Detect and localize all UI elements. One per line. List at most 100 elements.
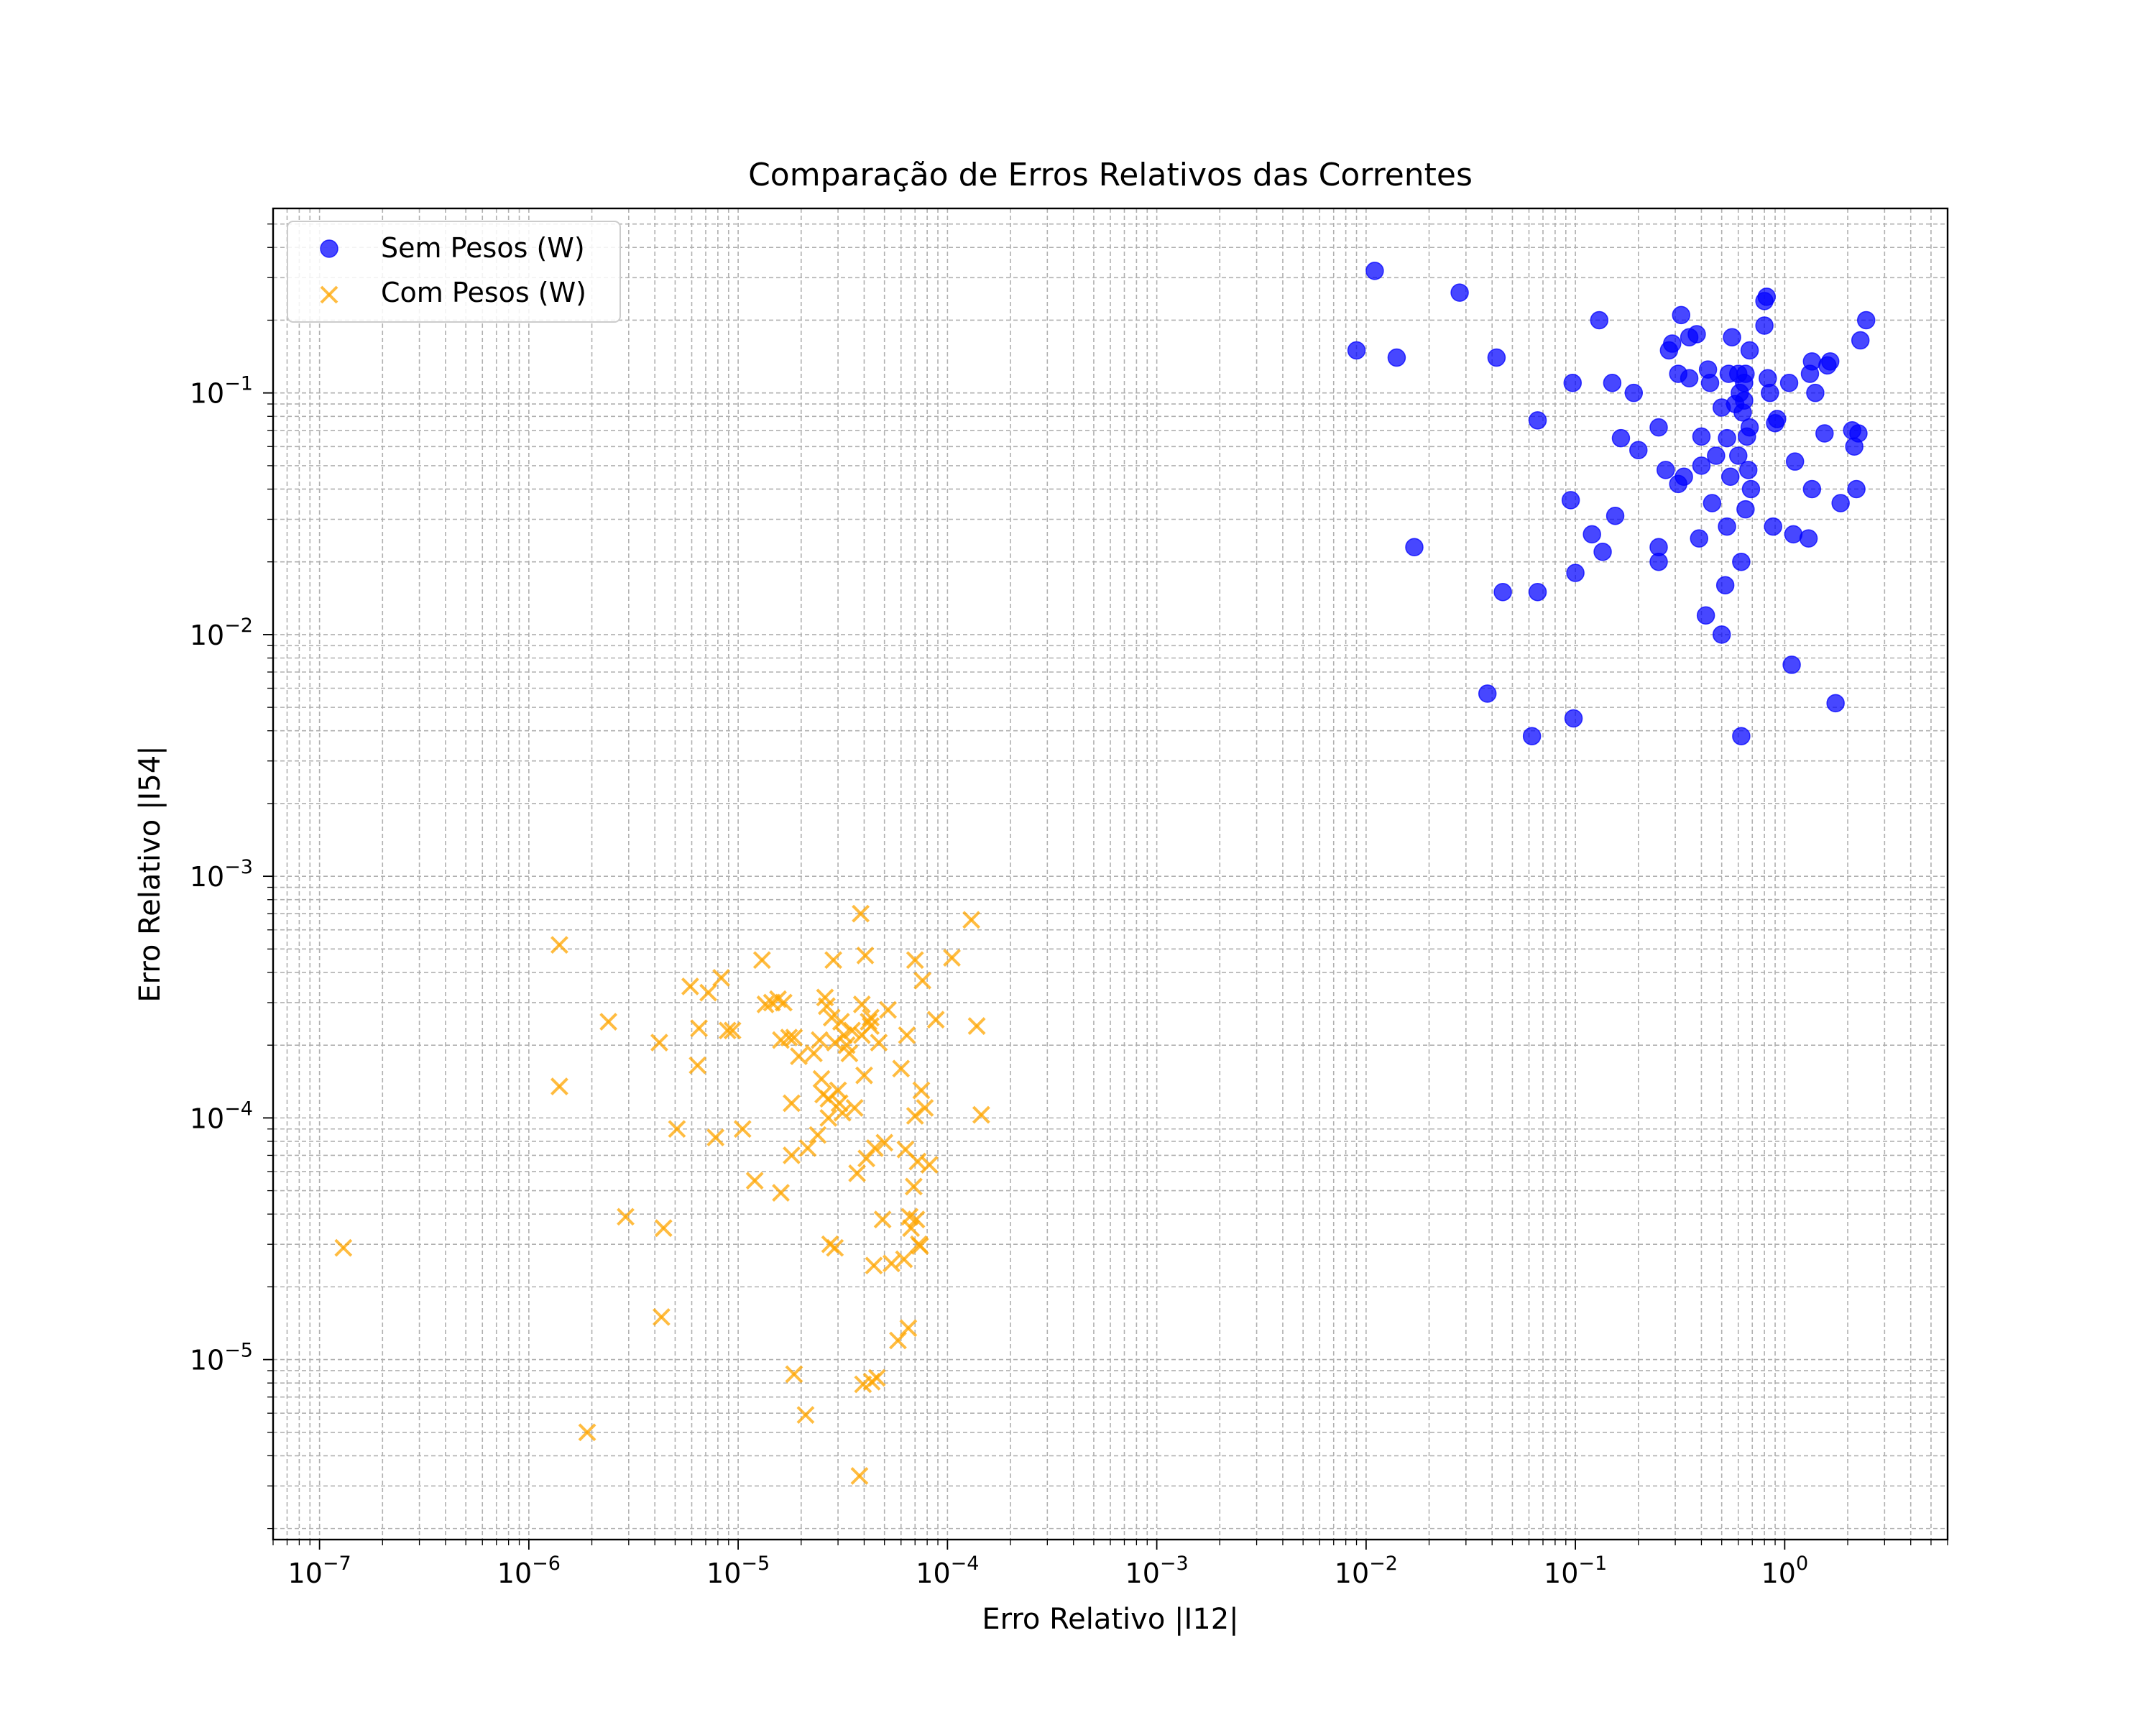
data-point-sem-pesos <box>1740 418 1759 437</box>
data-point-com-pesos <box>850 1467 869 1485</box>
data-point-com-pesos <box>783 1094 801 1113</box>
data-point-com-pesos <box>831 1013 850 1031</box>
x-axis-label: Erro Relativo |I12| <box>982 1603 1238 1636</box>
data-point-sem-pesos <box>1736 364 1755 383</box>
data-point-sem-pesos <box>1718 517 1736 536</box>
data-point-sem-pesos <box>1799 529 1818 548</box>
data-point-sem-pesos <box>1849 424 1868 443</box>
data-point-com-pesos <box>908 1152 927 1171</box>
x-tick-label: 100 <box>1761 1552 1809 1589</box>
data-point-com-pesos <box>706 1128 725 1146</box>
data-point-sem-pesos <box>1703 494 1722 512</box>
data-point-com-pesos <box>912 1081 931 1100</box>
data-point-sem-pesos <box>1757 288 1777 306</box>
data-point-com-pesos <box>911 1237 929 1256</box>
data-point-sem-pesos <box>1528 582 1547 602</box>
data-points <box>334 262 1876 1485</box>
legend-label-com-pesos: Com Pesos (W) <box>381 277 586 308</box>
data-point-com-pesos <box>550 936 568 954</box>
legend-box <box>287 221 621 323</box>
data-point-com-pesos <box>783 1146 801 1164</box>
legend-x-marker <box>320 285 338 304</box>
data-point-com-pesos <box>920 1156 939 1174</box>
data-point-sem-pesos <box>1593 543 1612 561</box>
data-point-com-pesos <box>865 1138 884 1157</box>
x-tick-label: 10−7 <box>288 1552 351 1589</box>
data-point-com-pesos <box>916 1099 934 1117</box>
data-point-sem-pesos <box>1692 456 1711 475</box>
data-point-sem-pesos <box>1806 383 1825 402</box>
data-point-sem-pesos <box>1738 461 1758 479</box>
data-point-sem-pesos <box>1680 369 1699 388</box>
data-point-com-pesos <box>690 1019 709 1038</box>
data-point-com-pesos <box>962 911 980 929</box>
data-point-com-pesos <box>852 904 870 923</box>
data-point-com-pesos <box>870 1034 888 1052</box>
data-point-sem-pesos <box>1564 709 1583 728</box>
data-point-sem-pesos <box>1779 374 1799 392</box>
data-point-sem-pesos <box>1729 446 1748 465</box>
data-point-sem-pesos <box>1687 325 1706 344</box>
data-point-sem-pesos <box>1649 552 1668 571</box>
data-point-com-pesos <box>834 1026 853 1044</box>
data-point-sem-pesos <box>1847 479 1866 499</box>
legend-label-sem-pesos: Sem Pesos (W) <box>381 232 585 264</box>
data-point-com-pesos <box>913 971 932 990</box>
data-point-sem-pesos <box>1674 467 1693 487</box>
data-point-com-pesos <box>723 1021 742 1040</box>
data-point-sem-pesos <box>1851 331 1870 350</box>
data-point-com-pesos <box>650 1034 668 1052</box>
y-tick-label: 10−1 <box>190 373 253 410</box>
data-point-com-pesos <box>805 1044 823 1062</box>
data-point-com-pesos <box>902 1219 921 1238</box>
data-point-sem-pesos <box>1603 374 1622 392</box>
data-point-sem-pesos <box>1566 564 1585 582</box>
data-point-sem-pesos <box>1611 428 1631 448</box>
data-point-sem-pesos <box>1690 529 1709 548</box>
data-point-sem-pesos <box>1672 305 1690 325</box>
data-point-com-pesos <box>817 997 836 1016</box>
data-point-sem-pesos <box>1450 283 1469 302</box>
y-tick-label: 10−3 <box>190 856 253 893</box>
data-point-com-pesos <box>780 1029 798 1047</box>
data-point-com-pesos <box>668 1120 686 1138</box>
y-tick-label: 10−2 <box>190 615 253 651</box>
data-point-sem-pesos <box>1802 479 1822 499</box>
data-point-com-pesos <box>599 1013 618 1031</box>
data-point-com-pesos <box>824 951 843 970</box>
data-point-com-pesos <box>852 995 871 1013</box>
data-point-com-pesos <box>840 1044 859 1062</box>
data-point-sem-pesos <box>1815 424 1834 443</box>
data-point-com-pesos <box>967 1017 986 1035</box>
legend-circle-marker <box>320 239 338 258</box>
data-point-sem-pesos <box>1720 467 1740 487</box>
data-point-com-pesos <box>798 1138 817 1157</box>
data-point-sem-pesos <box>1629 441 1648 459</box>
data-point-com-pesos <box>652 1307 671 1326</box>
x-tick-label: 10−5 <box>706 1552 770 1589</box>
y-tick-label: 10−5 <box>190 1340 253 1376</box>
x-tick-label: 10−3 <box>1125 1552 1189 1589</box>
data-point-com-pesos <box>812 1070 831 1088</box>
data-point-sem-pesos <box>1723 328 1741 346</box>
data-point-com-pesos <box>796 1406 815 1425</box>
data-point-com-pesos <box>775 993 793 1012</box>
data-point-sem-pesos <box>1831 494 1850 512</box>
data-point-com-pesos <box>907 1210 926 1229</box>
data-point-sem-pesos <box>1826 694 1845 713</box>
data-point-sem-pesos <box>1624 383 1644 402</box>
data-point-sem-pesos <box>1387 348 1406 367</box>
grid <box>272 208 1948 1540</box>
data-point-sem-pesos <box>1405 538 1424 557</box>
legend: Sem Pesos (W) Com Pesos (W) <box>287 221 621 323</box>
data-point-com-pesos <box>895 1250 913 1269</box>
data-point-com-pesos <box>898 1026 916 1044</box>
x-tick-label: 10−2 <box>1335 1552 1398 1589</box>
data-point-sem-pesos <box>1347 341 1366 360</box>
data-point-com-pesos <box>905 1177 923 1196</box>
data-point-sem-pesos <box>1583 525 1601 544</box>
data-point-sem-pesos <box>1718 428 1736 448</box>
data-point-sem-pesos <box>1606 506 1625 525</box>
data-point-com-pesos <box>879 1000 898 1019</box>
data-point-com-pesos <box>578 1423 596 1442</box>
